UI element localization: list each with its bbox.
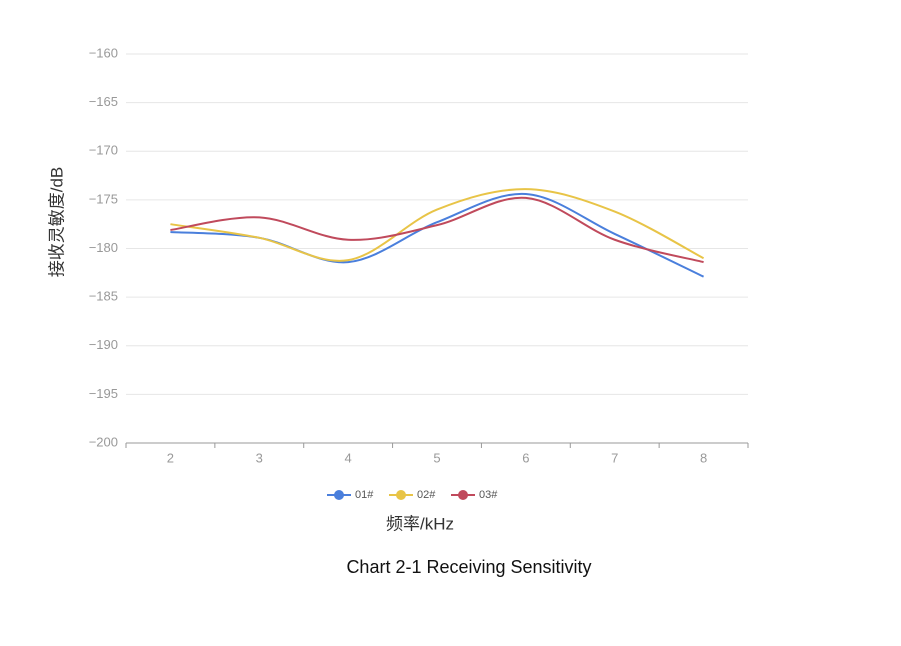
- y-tick-label: −180: [89, 240, 118, 255]
- y-tick-label: −160: [89, 45, 118, 60]
- y-axis-label: 接收灵敏度/dB: [47, 167, 66, 278]
- y-tick-label: −200: [89, 434, 118, 449]
- x-tick-label: 6: [522, 450, 529, 465]
- x-tick-label: 2: [167, 450, 174, 465]
- y-tick-label: −165: [89, 94, 118, 109]
- legend-marker: [458, 490, 468, 500]
- legend-marker: [396, 490, 406, 500]
- y-tick-label: −185: [89, 289, 118, 304]
- series-line: [170, 196, 704, 264]
- x-tick-label: 7: [611, 450, 618, 465]
- legend-marker: [334, 490, 344, 500]
- x-tick-label: 5: [433, 450, 440, 465]
- legend-label: 01#: [355, 489, 374, 501]
- y-tick-label: −170: [89, 143, 118, 158]
- y-tick-label: −195: [89, 386, 118, 401]
- caption: Chart 2-1 Receiving Sensitivity: [346, 557, 591, 577]
- legend-label: 02#: [417, 489, 436, 501]
- x-tick-label: 4: [345, 450, 352, 465]
- y-tick-label: −175: [89, 191, 118, 206]
- series-line: [170, 188, 705, 262]
- y-tick-label: −190: [89, 337, 118, 352]
- x-axis-label: 频率/kHz: [386, 514, 454, 533]
- x-tick-label: 3: [256, 450, 263, 465]
- x-tick-label: 8: [700, 450, 707, 465]
- legend-label: 03#: [479, 489, 498, 501]
